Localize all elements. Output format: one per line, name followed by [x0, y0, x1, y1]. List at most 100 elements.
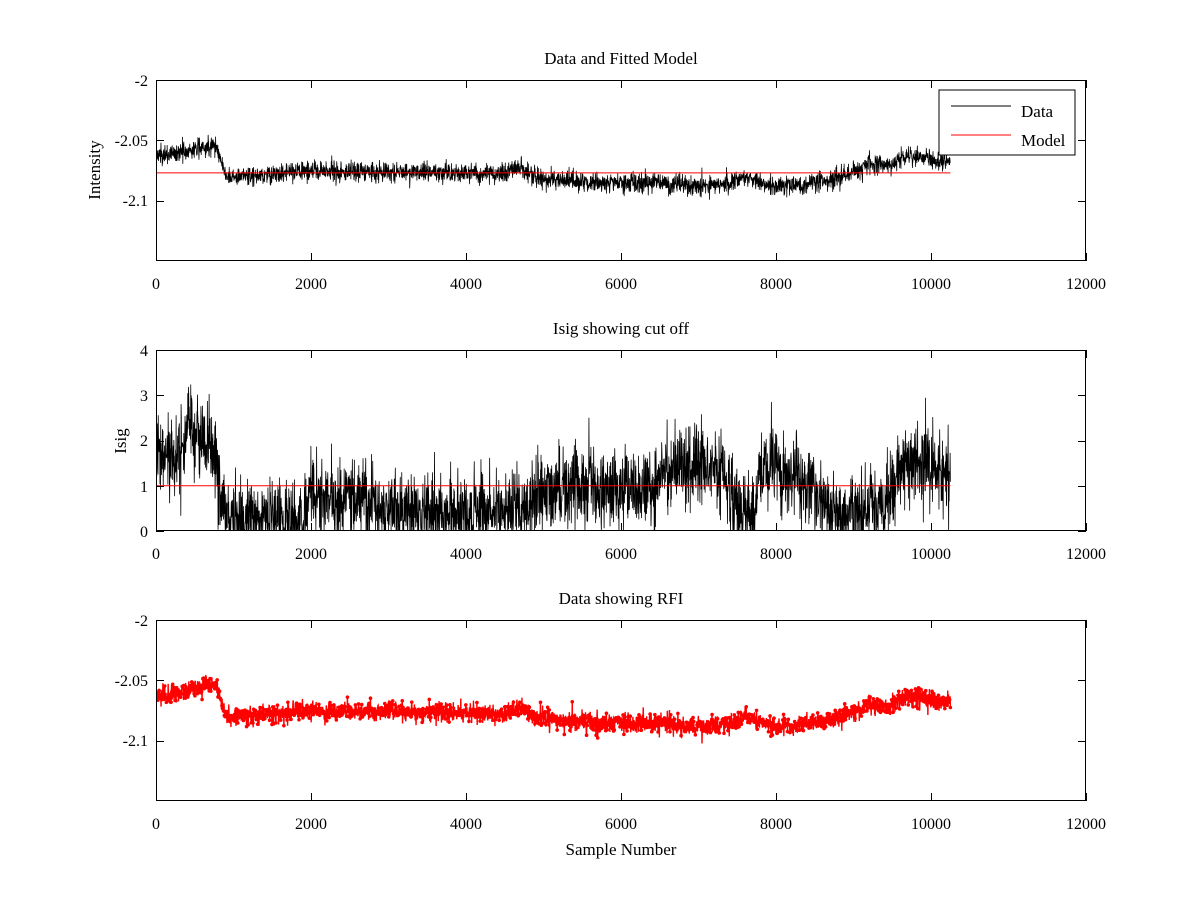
rfi-point	[912, 691, 916, 696]
rfi-markers	[156, 676, 953, 740]
rfi-point	[250, 717, 254, 721]
rfi-point	[863, 703, 868, 707]
rfi-point	[530, 716, 535, 721]
rfi-point	[628, 714, 633, 719]
rfi-point	[604, 711, 609, 716]
rfi-point	[753, 720, 758, 724]
rfi-point	[198, 690, 203, 695]
y-tick-labels: 0 1 2 3 4	[140, 343, 148, 541]
rfi-point	[384, 710, 389, 714]
rfi-point	[286, 700, 290, 705]
rfi-point	[583, 716, 588, 720]
rfi-point	[931, 701, 935, 705]
rfi-point	[317, 702, 321, 707]
chart-title: Data showing RFI	[559, 589, 684, 608]
rfi-point	[660, 723, 664, 728]
rfi-point	[911, 705, 915, 709]
y-tick-label: -2	[135, 613, 148, 630]
rfi-point	[201, 676, 206, 680]
rfi-point	[162, 684, 167, 688]
rfi-point	[755, 727, 760, 732]
rfi-point	[396, 713, 401, 717]
rfi-point	[944, 696, 949, 701]
rfi-point	[585, 723, 590, 728]
rfi-point	[948, 705, 953, 710]
rfi-point	[908, 693, 912, 697]
rfi-point	[653, 712, 657, 717]
rfi-point	[709, 721, 714, 725]
rfi-point	[730, 720, 734, 725]
rfi-point	[715, 716, 720, 721]
rfi-point	[813, 719, 818, 724]
rfi-point	[386, 705, 390, 709]
x-tick-label: 0	[152, 276, 160, 293]
rfi-point	[234, 707, 239, 711]
x-tick-label: 0	[152, 546, 160, 563]
rfi-point	[467, 719, 471, 724]
rfi-point	[433, 707, 437, 712]
ticks	[156, 620, 1087, 801]
rfi-point	[435, 711, 440, 716]
rfi-point	[656, 730, 660, 734]
y-tick-label: 3	[140, 388, 148, 405]
rfi-point	[215, 678, 219, 682]
rfi-point	[439, 702, 443, 706]
rfi-point	[267, 718, 272, 723]
rfi-point	[823, 725, 828, 729]
rfi-point	[675, 728, 679, 732]
rfi-point	[545, 705, 550, 710]
rfi-point	[170, 695, 174, 700]
rfi-point	[623, 725, 628, 730]
rfi-point	[497, 718, 501, 723]
y-tick-label: 2	[140, 433, 148, 450]
rfi-point	[157, 688, 161, 693]
rfi-point	[382, 701, 387, 706]
rfi-point	[744, 705, 749, 709]
ticks	[156, 80, 1087, 261]
rfi-point	[254, 717, 258, 722]
rfi-point	[200, 697, 204, 702]
rfi-point	[236, 721, 240, 725]
rfi-point	[928, 694, 933, 698]
rfi-point	[225, 709, 230, 714]
rfi-point	[624, 718, 629, 723]
rfi-point	[753, 716, 757, 721]
rfi-point	[447, 720, 451, 724]
rfi-point	[335, 709, 339, 713]
y-tick-label: -2.05	[115, 133, 148, 150]
rfi-point	[888, 711, 892, 715]
rfi-point	[389, 707, 393, 712]
rfi-point	[359, 707, 363, 711]
rfi-point	[726, 728, 730, 733]
rfi-point	[607, 723, 612, 728]
rfi-point	[499, 707, 504, 711]
rfi-point	[475, 700, 479, 705]
rfi-point	[570, 699, 575, 704]
rfi-point	[353, 703, 358, 707]
rfi-point	[317, 713, 322, 718]
rfi-point	[768, 714, 772, 718]
rfi-point	[366, 711, 370, 715]
rfi-point	[900, 697, 904, 701]
rfi-point	[575, 725, 579, 730]
rfi-point	[277, 709, 281, 714]
rfi-point	[274, 721, 278, 725]
rfi-point	[942, 703, 946, 707]
rfi-point	[738, 711, 743, 715]
rfi-point	[821, 716, 826, 721]
rfi-point	[688, 725, 692, 730]
rfi-point	[327, 715, 331, 720]
rfi-point	[610, 726, 614, 730]
rfi-point	[801, 728, 806, 733]
chart-title: Isig showing cut off	[553, 319, 689, 338]
series-group	[156, 134, 951, 200]
rfi-point	[241, 718, 246, 723]
x-tick-label: 0	[152, 816, 160, 833]
y-axis-label: Isig	[111, 428, 130, 454]
rfi-point	[870, 703, 875, 707]
rfi-point	[489, 714, 494, 719]
rfi-point	[932, 695, 937, 699]
rfi-point	[912, 698, 917, 702]
rfi-point	[626, 725, 631, 729]
rfi-point	[189, 686, 193, 690]
